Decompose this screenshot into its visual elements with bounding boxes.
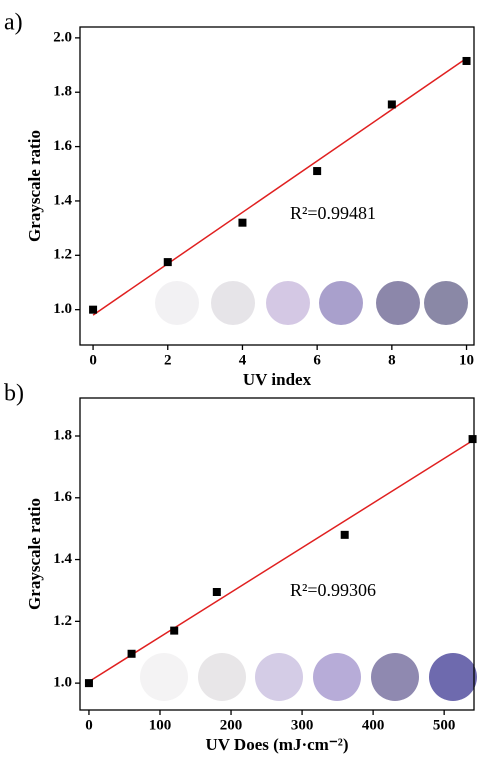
y-tick-label: 1.0: [53, 301, 72, 317]
swatch: [140, 653, 188, 701]
y-tick-label: 1.6: [53, 489, 72, 505]
plot-frame: [79, 26, 475, 346]
swatch: [211, 281, 255, 325]
point: [84, 679, 93, 688]
y-tick-label: 2.0: [53, 29, 72, 45]
annotation: R²=0.99306: [290, 580, 376, 600]
plot-frame: [79, 397, 475, 711]
point: [212, 587, 221, 596]
y-axis-title: Grayscale ratio: [25, 130, 44, 242]
y-tick-label: 1.2: [53, 613, 72, 629]
x-tick-label: 8: [388, 352, 396, 368]
x-tick-label: 200: [220, 717, 243, 733]
x-tick-label: 6: [313, 352, 321, 368]
swatch: [319, 281, 363, 325]
x-axis-title: UV Does (mJ·cm⁻²): [205, 735, 348, 754]
point: [340, 530, 349, 539]
point: [89, 305, 98, 314]
point: [468, 435, 477, 444]
x-tick-label: 2: [164, 352, 172, 368]
x-tick-label: 4: [239, 352, 247, 368]
swatch: [371, 653, 419, 701]
swatch: [376, 281, 420, 325]
x-tick-label: 400: [362, 717, 385, 733]
y-tick-label: 1.8: [53, 427, 72, 443]
y-tick-label: 1.0: [53, 675, 72, 691]
y-tick-label: 1.4: [53, 192, 72, 208]
point: [170, 626, 179, 635]
point: [462, 56, 471, 65]
point: [163, 258, 172, 267]
fit-line: [88, 439, 473, 683]
x-tick-label: 0: [89, 352, 97, 368]
annotation: R²=0.99481: [290, 203, 376, 223]
panel-label: b): [4, 381, 24, 407]
swatch: [255, 653, 303, 701]
x-tick-label: 10: [459, 352, 474, 368]
point: [238, 218, 247, 227]
swatch: [429, 653, 477, 701]
x-tick-label: 300: [291, 717, 314, 733]
x-tick-label: 500: [433, 717, 456, 733]
point: [127, 649, 136, 658]
y-tick-label: 1.8: [53, 84, 72, 100]
swatch: [424, 281, 468, 325]
swatch: [313, 653, 361, 701]
y-tick-label: 1.2: [53, 247, 72, 263]
x-tick-label: 100: [149, 717, 172, 733]
x-axis-title: UV index: [243, 370, 312, 389]
point: [313, 167, 322, 176]
y-tick-label: 1.6: [53, 138, 72, 154]
swatch: [266, 281, 310, 325]
fit-line: [92, 57, 467, 316]
swatch: [198, 653, 246, 701]
panel-label: a): [4, 10, 23, 36]
point: [387, 100, 396, 109]
swatches-b: [140, 653, 477, 701]
y-tick-label: 1.4: [53, 551, 72, 567]
swatch: [155, 281, 199, 325]
x-tick-label: 0: [85, 717, 93, 733]
swatches-a: [155, 281, 468, 325]
y-axis-title: Grayscale ratio: [25, 498, 44, 610]
